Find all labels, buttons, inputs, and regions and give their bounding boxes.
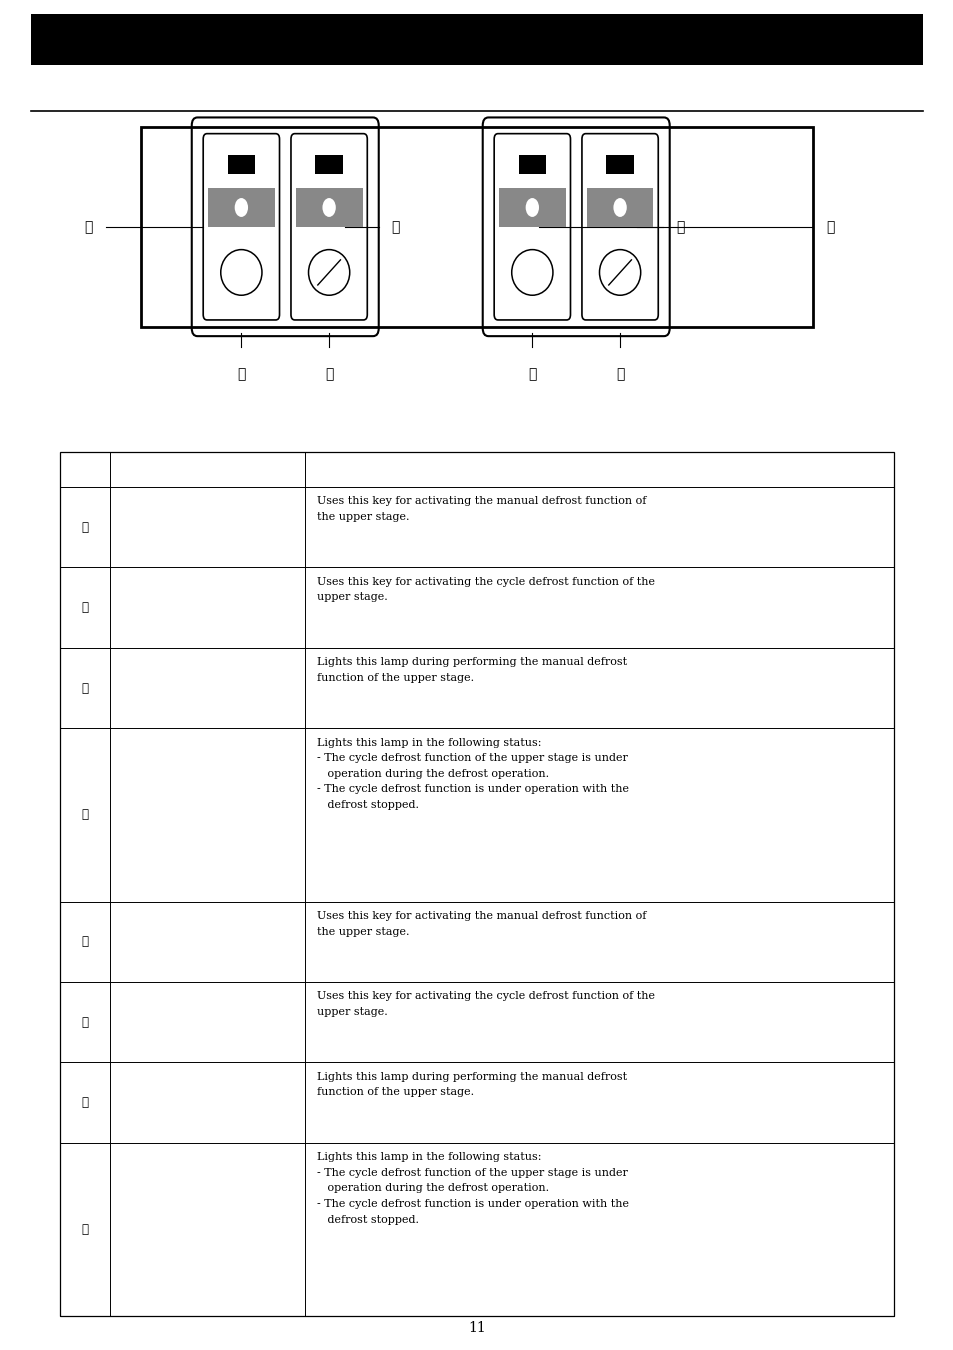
Text: Uses this key for activating the manual defrost function of: Uses this key for activating the manual … (316, 911, 645, 921)
Text: - The cycle defrost function of the upper stage is under: - The cycle defrost function of the uppe… (316, 1168, 627, 1179)
Text: the upper stage.: the upper stage. (316, 512, 409, 522)
Bar (518, 155, 545, 174)
Bar (586, 188, 653, 227)
Bar (60, 452, 893, 1316)
Text: - The cycle defrost function of the upper stage is under: - The cycle defrost function of the uppe… (316, 753, 627, 763)
Ellipse shape (598, 250, 640, 296)
Text: ①: ① (81, 521, 89, 533)
Circle shape (322, 198, 335, 217)
Text: function of the upper stage.: function of the upper stage. (316, 672, 474, 683)
Bar (30, 15, 923, 65)
Text: function of the upper stage.: function of the upper stage. (316, 1088, 474, 1098)
Text: ⑦: ⑦ (616, 367, 623, 381)
Text: - The cycle defrost function is under operation with the: - The cycle defrost function is under op… (316, 784, 628, 794)
Text: ④: ④ (81, 809, 89, 821)
Text: upper stage.: upper stage. (316, 1007, 387, 1017)
Text: Lights this lamp in the following status:: Lights this lamp in the following status… (316, 737, 540, 748)
Text: defrost stopped.: defrost stopped. (316, 799, 418, 810)
Text: the upper stage.: the upper stage. (316, 926, 409, 937)
Text: ⑦: ⑦ (81, 1096, 89, 1110)
Bar (606, 155, 633, 174)
Text: ⑧: ⑧ (825, 220, 833, 234)
Text: ⑦: ⑦ (676, 220, 683, 234)
Bar (208, 188, 274, 227)
Text: defrost stopped.: defrost stopped. (316, 1215, 418, 1224)
Bar (141, 127, 812, 327)
Text: ④: ④ (392, 220, 399, 234)
Ellipse shape (511, 250, 553, 296)
Text: ⑧: ⑧ (81, 1223, 89, 1237)
FancyBboxPatch shape (581, 134, 658, 320)
Text: upper stage.: upper stage. (316, 593, 387, 602)
Text: ③: ③ (81, 682, 89, 694)
Text: operation during the defrost operation.: operation during the defrost operation. (316, 768, 548, 779)
FancyBboxPatch shape (203, 134, 279, 320)
Ellipse shape (220, 250, 262, 296)
Text: ②: ② (81, 601, 89, 614)
Text: Lights this lamp during performing the manual defrost: Lights this lamp during performing the m… (316, 657, 626, 667)
FancyBboxPatch shape (291, 134, 367, 320)
Text: ⑤: ⑤ (81, 936, 89, 948)
Text: Lights this lamp in the following status:: Lights this lamp in the following status… (316, 1153, 540, 1162)
Text: ③: ③ (85, 220, 92, 234)
Bar (295, 188, 362, 227)
Text: Uses this key for activating the cycle defrost function of the: Uses this key for activating the cycle d… (316, 991, 654, 1002)
Text: - The cycle defrost function is under operation with the: - The cycle defrost function is under op… (316, 1199, 628, 1210)
Text: Uses this key for activating the manual defrost function of: Uses this key for activating the manual … (316, 497, 645, 506)
Text: ①: ① (237, 367, 245, 381)
Text: 11: 11 (468, 1322, 485, 1335)
Text: Uses this key for activating the cycle defrost function of the: Uses this key for activating the cycle d… (316, 576, 654, 587)
Text: ②: ② (325, 367, 333, 381)
Ellipse shape (308, 250, 350, 296)
Bar (315, 155, 342, 174)
Text: ⑥: ⑥ (81, 1015, 89, 1029)
Text: Lights this lamp during performing the manual defrost: Lights this lamp during performing the m… (316, 1072, 626, 1081)
Circle shape (234, 198, 248, 217)
Bar (228, 155, 254, 174)
Bar (498, 188, 565, 227)
Circle shape (613, 198, 626, 217)
FancyBboxPatch shape (494, 134, 570, 320)
Circle shape (525, 198, 538, 217)
Text: ⑥: ⑥ (528, 367, 536, 381)
Text: operation during the defrost operation.: operation during the defrost operation. (316, 1184, 548, 1193)
